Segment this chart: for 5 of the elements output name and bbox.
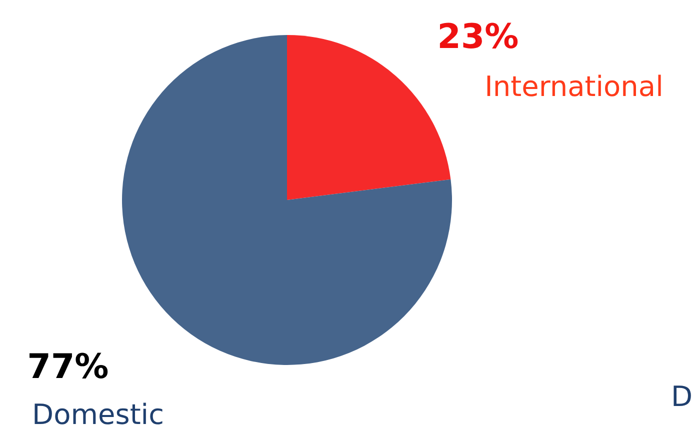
data-label: 77% [27,347,109,387]
data-label: 23% [437,17,519,57]
slice-label: Domestic [32,398,164,431]
slice-label: International [484,70,664,103]
text: D [671,380,693,413]
